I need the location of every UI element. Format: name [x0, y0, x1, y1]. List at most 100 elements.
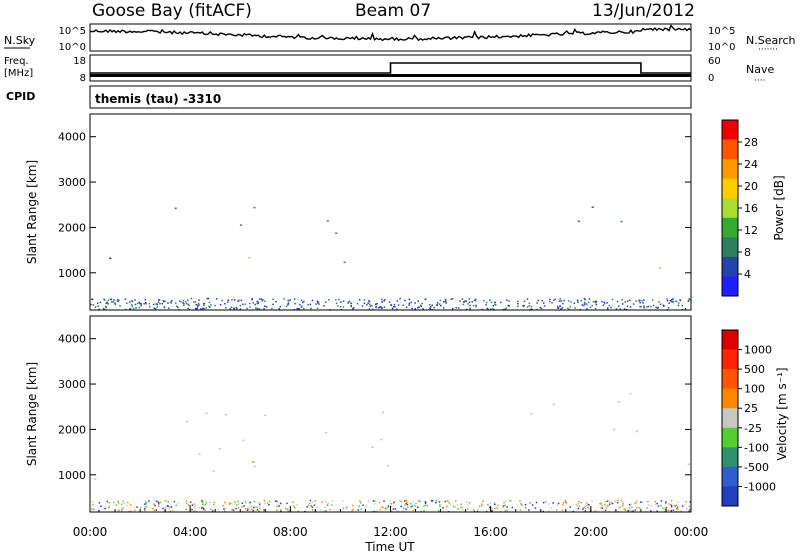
scatter-point — [400, 505, 402, 508]
scatter-point — [144, 298, 147, 301]
colorbar-swatch — [722, 427, 738, 448]
freq-left-tick-bottom: 8 — [80, 73, 86, 84]
scatter-point — [376, 509, 378, 512]
scatter-point — [617, 499, 619, 502]
colorbar-tick-label: 12 — [744, 224, 758, 237]
scatter-point — [650, 305, 652, 308]
scatter-point — [578, 500, 580, 503]
scatter-point — [113, 299, 115, 301]
scatter-point — [371, 446, 374, 448]
scatter-point — [316, 307, 319, 309]
scatter-point — [363, 302, 366, 304]
scatter-point — [263, 499, 266, 502]
scatter-point — [486, 307, 488, 310]
scatter-point — [152, 303, 155, 306]
scatter-point — [467, 303, 469, 305]
scatter-point — [258, 298, 261, 300]
scatter-point — [167, 505, 169, 508]
scatter-point — [408, 302, 411, 305]
scatter-point — [623, 508, 625, 510]
scatter-point — [419, 500, 421, 503]
scatter-point — [170, 301, 172, 303]
scatter-point — [449, 504, 452, 506]
scatter-point — [624, 509, 627, 511]
colorbar-tick-label: 500 — [744, 363, 765, 376]
scatter-point — [446, 505, 448, 508]
scatter-point — [633, 502, 636, 505]
scatter-point — [314, 500, 316, 502]
scatter-point — [658, 504, 660, 507]
scatter-point — [410, 506, 412, 508]
scatter-point — [98, 510, 100, 512]
scatter-point — [622, 503, 624, 505]
scatter-point — [522, 305, 525, 308]
scatter-point — [588, 507, 590, 510]
scatter-point — [104, 305, 107, 308]
scatter-point — [148, 303, 151, 305]
scatter-point — [254, 303, 256, 306]
scatter-point — [560, 300, 562, 302]
scatter-point — [180, 300, 182, 303]
scatter-point — [153, 307, 156, 309]
scatter-point — [331, 500, 333, 502]
scatter-point — [123, 502, 125, 504]
scatter-point — [143, 303, 145, 305]
scatter-point — [323, 510, 326, 512]
scatter-point — [318, 303, 320, 305]
scatter-point — [620, 500, 623, 502]
scatter-point — [279, 509, 282, 511]
scatter-point — [124, 298, 127, 300]
scatter-point — [662, 507, 664, 509]
scatter-point — [197, 305, 199, 308]
scatter-point — [156, 306, 158, 308]
scatter-point — [606, 500, 609, 502]
scatter-point — [497, 504, 499, 507]
scatter-point — [384, 299, 386, 301]
scatter-point — [404, 500, 406, 502]
scatter-point — [543, 305, 546, 307]
noise-left-label: N.Sky — [4, 34, 36, 47]
colorbar-tick-label: 1000 — [744, 344, 772, 357]
scatter-point — [113, 501, 115, 504]
scatter-point — [626, 305, 629, 307]
scatter-point — [677, 508, 679, 511]
scatter-point — [224, 413, 227, 416]
scatter-point — [136, 506, 138, 508]
scatter-point — [156, 500, 158, 503]
scatter-point — [248, 509, 251, 511]
scatter-point — [297, 308, 299, 310]
scatter-point — [508, 305, 510, 307]
scatter-point — [249, 506, 251, 508]
scatter-point — [646, 507, 648, 509]
scatter-point — [378, 501, 381, 504]
scatter-point — [665, 506, 668, 509]
colorbar-tick-label: 24 — [744, 158, 758, 171]
scatter-point — [632, 303, 635, 305]
scatter-point — [251, 298, 253, 300]
scatter-point — [529, 501, 532, 504]
scatter-point — [238, 503, 240, 505]
scatter-point — [473, 299, 476, 301]
scatter-point — [227, 299, 229, 301]
scatter-point — [443, 301, 445, 303]
scatter-point — [589, 306, 592, 309]
scatter-point — [194, 301, 197, 303]
scatter-point — [325, 510, 327, 512]
scatter-point — [304, 510, 306, 513]
scatter-point — [656, 307, 659, 309]
scatter-point — [663, 305, 665, 307]
scatter-point — [143, 503, 146, 505]
scatter-point — [476, 510, 479, 513]
scatter-point — [154, 308, 157, 310]
scatter-point — [408, 304, 410, 306]
scatter-point — [193, 510, 195, 512]
scatter-point — [185, 500, 188, 502]
scatter-point — [586, 308, 588, 310]
scatter-point — [371, 510, 374, 513]
scatter-point — [159, 302, 161, 305]
scatter-point — [658, 301, 660, 303]
scatter-point — [190, 297, 193, 300]
scatter-point — [140, 303, 142, 305]
scatter-point — [118, 299, 120, 302]
scatter-point — [170, 302, 173, 304]
